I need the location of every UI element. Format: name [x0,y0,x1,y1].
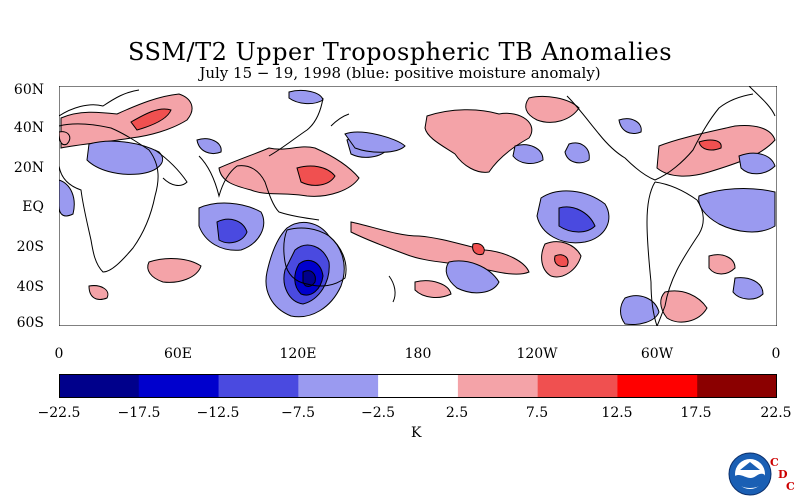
anomaly-region-africa-south [88,285,109,300]
anomaly-region-north-asia [196,138,222,154]
lon-label-120w: 120W [516,346,558,362]
anomaly-region-west-africa [59,179,75,217]
anomaly-region-south-pacific-band [350,221,530,275]
coastline-africa [59,123,159,273]
colorbar-unit: K [411,425,422,441]
lon-label-180: 180 [404,346,432,362]
anomaly-region-atlantic-east [738,152,776,175]
anomaly-region-south-atlantic [708,254,736,275]
anomaly-region-africa-monsoon [86,140,164,175]
lon-label-0-east: 0 [771,346,781,362]
positive-anomaly-regions [59,93,776,323]
colorbar-swatch [697,374,777,398]
coastline-new-zealand [388,275,396,303]
map-title: SSM/T2 Upper Tropospheric TB Anomalies [127,38,673,66]
anomaly-core-north-atlantic [698,139,722,151]
colorbar-tick-label: 17.5 [680,405,712,421]
anomaly-region-north-atlantic-small [618,118,642,134]
coastline-europe [59,89,140,117]
anomaly-region-southern-ocean [414,280,452,298]
lon-label-60e: 60E [163,346,193,362]
anomaly-core-east-pacific-south [558,206,596,233]
colorbar-swatch [537,374,618,398]
noaa-logo-icon [728,452,772,496]
anomaly-core-mediterranean [130,108,172,131]
map-subtitle: July 15 − 19, 1998 (blue: positive moist… [199,64,601,82]
coastline-north-america [566,93,754,181]
colorbar [59,374,777,398]
coastline-south-america [646,181,704,326]
anomaly-region-central-pacific-north [344,131,406,153]
lat-label-20n: 20N [13,160,44,176]
anomaly-region-south-pacific-mid [445,260,500,294]
cdc-letter: C [770,456,779,469]
anomaly-region-north-pacific-east [525,95,580,123]
anomaly-region-north-pacific [424,109,533,173]
coastline-india [198,155,238,198]
lat-label-eq: EQ [22,199,44,215]
anomaly-region-gulf-mexico [564,142,590,164]
anomaly-core-indian-ocean [216,218,248,244]
lat-label-20s: 20S [16,239,44,255]
colorbar-swatch [59,374,140,398]
colorbar-swatch [457,374,539,398]
coastlines [59,86,776,326]
colorbar-tick-label: −17.5 [117,405,161,421]
colorbar-tick-label: −12.5 [196,405,240,421]
colorbar-tick-label: 12.5 [601,405,633,421]
colorbar-swatch [298,374,379,398]
lon-label-0: 0 [54,346,64,362]
anomaly-region-southern-pacific-east [620,295,660,325]
coastline-southeast-asia [236,165,320,221]
anomaly-region-south-america-south [660,290,708,323]
colorbar-tick-label: −7.5 [281,405,315,421]
negative-anomaly-regions [59,89,776,325]
coastline-australia [283,227,347,287]
lat-label-40n: 40N [13,120,44,136]
colorbar-tick-label: −2.5 [361,405,395,421]
colorbar-swatch [617,374,698,398]
anomaly-core-southeast-pacific [554,254,569,267]
coastline-arabia [154,149,188,186]
colorbar-swatch [378,374,459,398]
anomaly-core-east-asia [296,165,336,186]
extreme-negative-anomaly-regions [302,270,316,287]
colorbar-swatch [218,374,299,398]
colorbar-frame [59,374,777,398]
lat-label-60s: 60S [16,315,44,331]
anomaly-region-north-africa [59,131,71,146]
coastline-greenland [748,86,776,117]
anomaly-map [59,86,777,326]
coastline-japan [330,113,350,127]
lon-label-60w: 60W [640,346,674,362]
anomaly-region-north-atlantic [656,125,776,177]
anomaly-core-south-pacific [472,243,485,255]
colorbar-tick-label: −22.5 [37,405,81,421]
lon-label-120e: 120E [279,346,317,362]
coastline-east-asia [268,97,324,157]
colorbar-tick-label: 7.5 [525,405,549,421]
strong-positive-anomaly-regions [130,108,722,267]
colorbar-swatch [138,374,220,398]
anomaly-region-south-atlantic-south [732,277,764,300]
anomaly-core-australia-deep [302,270,316,287]
colorbar-tick-label: 22.5 [760,405,792,421]
cdc-letter: C [786,480,795,493]
colorbar-tick-label: 2.5 [445,405,469,421]
anomaly-region-north-pacific-small [512,144,544,164]
lat-label-40s: 40S [16,279,44,295]
cdc-letter: D [778,468,788,481]
anomaly-region-mediterranean [60,93,193,149]
lat-label-60n: 60N [13,82,44,98]
anomaly-region-south-indian [147,258,202,283]
anomaly-region-atlantic-tropic [698,188,776,233]
